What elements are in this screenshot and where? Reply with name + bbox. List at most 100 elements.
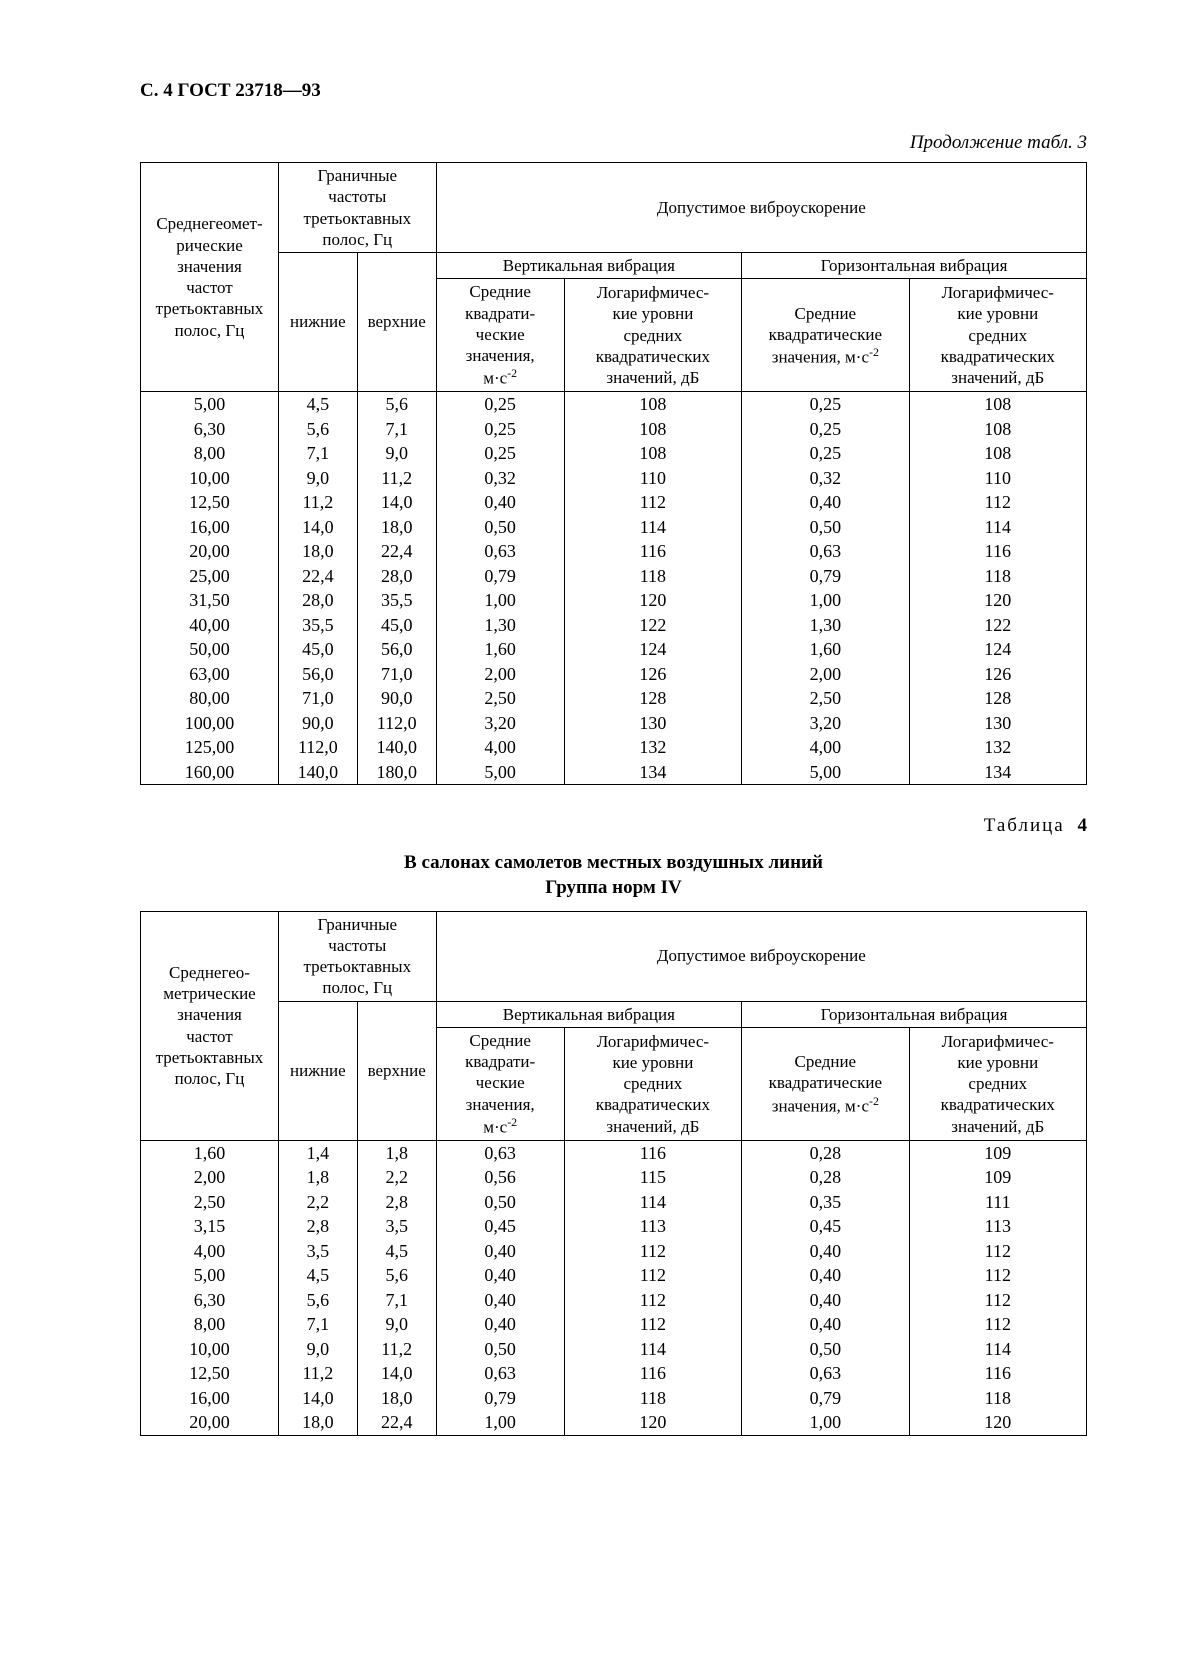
table-row: 1,601,41,80,631160,28109 bbox=[141, 1140, 1087, 1165]
th-allowable: Допустимое виброускорение bbox=[436, 163, 1086, 253]
table-row: 5,004,55,60,401120,40112 bbox=[141, 1263, 1087, 1288]
table-cell: 122 bbox=[564, 613, 741, 638]
table-row: 8,007,19,00,401120,40112 bbox=[141, 1312, 1087, 1337]
table-cell: 0,63 bbox=[742, 539, 910, 564]
table-row: 2,502,22,80,501140,35111 bbox=[141, 1190, 1087, 1215]
table-cell: 5,00 bbox=[141, 1263, 279, 1288]
table-cell: 1,60 bbox=[742, 637, 910, 662]
table-cell: 0,25 bbox=[742, 441, 910, 466]
table-cell: 0,25 bbox=[436, 441, 564, 466]
table-cell: 35,5 bbox=[278, 613, 357, 638]
table-cell: 18,0 bbox=[278, 539, 357, 564]
table-cell: 0,79 bbox=[742, 564, 910, 589]
table-cell: 2,8 bbox=[357, 1190, 436, 1215]
table-row: 20,0018,022,41,001201,00120 bbox=[141, 1410, 1087, 1435]
table-row: 12,5011,214,00,631160,63116 bbox=[141, 1361, 1087, 1386]
table-cell: 0,50 bbox=[436, 1337, 564, 1362]
table-cell: 0,40 bbox=[436, 490, 564, 515]
table-cell: 0,79 bbox=[436, 564, 564, 589]
th-v-rms: Средниеквадрати-ческиезначения,м·с-2 bbox=[436, 279, 564, 392]
table-cell: 0,45 bbox=[436, 1214, 564, 1239]
table-cell: 56,0 bbox=[278, 662, 357, 687]
table-cell: 109 bbox=[909, 1140, 1086, 1165]
table-cell: 22,4 bbox=[278, 564, 357, 589]
table-row: 125,00112,0140,04,001324,00132 bbox=[141, 735, 1087, 760]
table-cell: 0,25 bbox=[436, 392, 564, 417]
table-cell: 7,1 bbox=[357, 417, 436, 442]
table-cell: 8,00 bbox=[141, 441, 279, 466]
table-row: 12,5011,214,00,401120,40112 bbox=[141, 490, 1087, 515]
th-v-rms-b: Средниеквадрати-ческиезначения,м·с-2 bbox=[436, 1027, 564, 1140]
table-cell: 9,0 bbox=[357, 1312, 436, 1337]
table-cell: 112 bbox=[909, 1263, 1086, 1288]
table-row: 20,0018,022,40,631160,63116 bbox=[141, 539, 1087, 564]
table-cell: 1,4 bbox=[278, 1140, 357, 1165]
caption-number: 4 bbox=[1078, 815, 1088, 836]
table-cell: 3,15 bbox=[141, 1214, 279, 1239]
table-cell: 90,0 bbox=[278, 711, 357, 736]
table-cell: 116 bbox=[564, 539, 741, 564]
table-cell: 0,50 bbox=[436, 1190, 564, 1215]
th-horizontal-b: Горизонтальная вибрация bbox=[742, 1001, 1087, 1027]
table-cell: 0,40 bbox=[742, 1239, 910, 1264]
table-cell: 114 bbox=[909, 515, 1086, 540]
table-cell: 7,1 bbox=[357, 1288, 436, 1313]
table-cell: 140,0 bbox=[278, 760, 357, 785]
table-cell: 115 bbox=[564, 1165, 741, 1190]
th-vertical: Вертикальная вибрация bbox=[436, 253, 741, 279]
table-cell: 12,50 bbox=[141, 490, 279, 515]
table-cell: 71,0 bbox=[278, 686, 357, 711]
caption-label: Таблица bbox=[984, 815, 1065, 836]
table-cell: 2,8 bbox=[278, 1214, 357, 1239]
table-cell: 110 bbox=[564, 466, 741, 491]
table-cell: 3,20 bbox=[436, 711, 564, 736]
table-cell: 3,5 bbox=[278, 1239, 357, 1264]
table-cell: 80,00 bbox=[141, 686, 279, 711]
table-cell: 45,0 bbox=[278, 637, 357, 662]
th-freq: Среднегеомет-рическиезначениячастоттреть… bbox=[141, 163, 279, 392]
table-cell: 63,00 bbox=[141, 662, 279, 687]
table-cell: 110 bbox=[909, 466, 1086, 491]
table-cell: 0,50 bbox=[436, 515, 564, 540]
table-cell: 5,00 bbox=[436, 760, 564, 785]
table-cell: 114 bbox=[564, 1190, 741, 1215]
table-cell: 0,28 bbox=[742, 1140, 910, 1165]
table-cell: 140,0 bbox=[357, 735, 436, 760]
table-cell: 5,6 bbox=[357, 1263, 436, 1288]
table-cell: 71,0 bbox=[357, 662, 436, 687]
th-freq-b: Среднегео-метрическиезначениячастоттреть… bbox=[141, 911, 279, 1140]
table-cell: 112 bbox=[909, 490, 1086, 515]
table-cell: 134 bbox=[909, 760, 1086, 785]
table-cell: 4,00 bbox=[141, 1239, 279, 1264]
table-cell: 0,28 bbox=[742, 1165, 910, 1190]
table-cell: 0,63 bbox=[436, 1361, 564, 1386]
table-cell: 1,60 bbox=[436, 637, 564, 662]
table-cell: 25,00 bbox=[141, 564, 279, 589]
table-cell: 112 bbox=[564, 1312, 741, 1337]
table-cell: 134 bbox=[564, 760, 741, 785]
table-cell: 124 bbox=[564, 637, 741, 662]
table-cell: 100,00 bbox=[141, 711, 279, 736]
table-cell: 2,2 bbox=[357, 1165, 436, 1190]
table-cell: 0,63 bbox=[436, 1140, 564, 1165]
table-cell: 50,00 bbox=[141, 637, 279, 662]
table-cell: 0,40 bbox=[742, 1312, 910, 1337]
table-cell: 0,25 bbox=[742, 392, 910, 417]
table-cell: 12,50 bbox=[141, 1361, 279, 1386]
table-cell: 90,0 bbox=[357, 686, 436, 711]
table-cell: 0,40 bbox=[742, 1263, 910, 1288]
table-cell: 56,0 bbox=[357, 637, 436, 662]
table-cell: 0,40 bbox=[436, 1263, 564, 1288]
table-cell: 108 bbox=[909, 441, 1086, 466]
table-cell: 10,00 bbox=[141, 1337, 279, 1362]
table-cell: 14,0 bbox=[278, 1386, 357, 1411]
table-cell: 11,2 bbox=[357, 466, 436, 491]
table-cell: 180,0 bbox=[357, 760, 436, 785]
table-cell: 6,30 bbox=[141, 417, 279, 442]
table-row: 31,5028,035,51,001201,00120 bbox=[141, 588, 1087, 613]
table-cell: 2,50 bbox=[436, 686, 564, 711]
table-cell: 120 bbox=[909, 588, 1086, 613]
table-cell: 18,0 bbox=[357, 1386, 436, 1411]
table-cell: 116 bbox=[564, 1361, 741, 1386]
table-cell: 6,30 bbox=[141, 1288, 279, 1313]
